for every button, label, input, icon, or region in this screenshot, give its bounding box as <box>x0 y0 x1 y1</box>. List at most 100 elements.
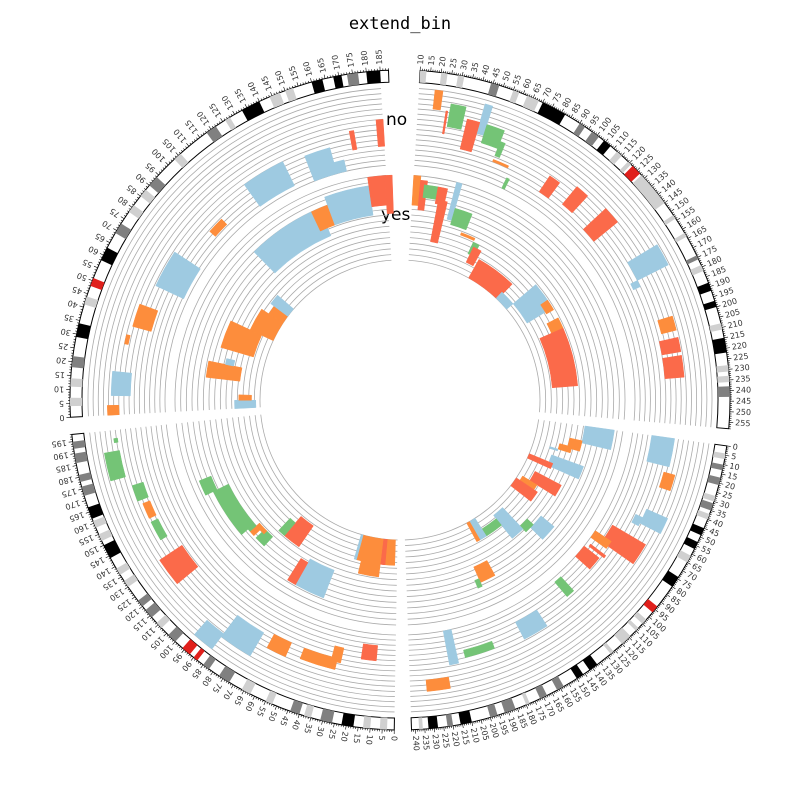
cytoband <box>676 550 691 563</box>
tick <box>678 222 681 225</box>
tick <box>305 81 307 84</box>
tick <box>624 641 627 644</box>
tick <box>542 98 545 103</box>
segment-orange <box>466 521 481 543</box>
grid-line <box>175 423 397 626</box>
grid-line <box>192 421 397 609</box>
tick <box>284 709 286 712</box>
tick-label: 25 <box>57 341 68 351</box>
grid-line <box>198 421 397 603</box>
tick <box>155 624 159 628</box>
tick <box>351 69 353 74</box>
tick <box>83 298 86 300</box>
tick <box>715 301 718 304</box>
cytoband <box>683 537 698 550</box>
grid-line <box>406 424 573 575</box>
tick-label: 35 <box>715 508 728 520</box>
segment-blue <box>243 161 295 207</box>
segment-orange <box>657 315 677 335</box>
segment-blue <box>515 609 548 640</box>
tick <box>151 619 154 621</box>
cytoband <box>712 337 727 355</box>
tick <box>509 710 512 714</box>
tick <box>631 634 634 637</box>
tick <box>163 633 167 637</box>
tick <box>629 159 633 164</box>
tick-label: 235 <box>421 735 431 751</box>
segment-blue <box>631 513 644 527</box>
tick <box>692 552 695 554</box>
tick <box>92 525 95 527</box>
tick <box>633 165 636 168</box>
tick <box>697 541 700 544</box>
tick <box>566 113 569 116</box>
tick-label: 225 <box>440 732 451 748</box>
tick <box>595 665 598 668</box>
tick <box>612 145 614 148</box>
tick <box>486 718 488 721</box>
cytoband <box>81 483 96 496</box>
grid-line <box>248 248 391 408</box>
tick <box>244 104 248 108</box>
tick <box>680 224 683 226</box>
tick-label: 220 <box>731 340 748 351</box>
tick <box>674 215 677 217</box>
tick-label: 0 <box>59 413 65 422</box>
grid-line <box>187 422 397 615</box>
tick <box>296 82 299 87</box>
tick <box>683 568 686 571</box>
tick <box>604 658 607 661</box>
grid-line <box>406 425 584 586</box>
tick <box>197 661 200 664</box>
tick <box>214 124 216 127</box>
segment-green <box>212 483 255 536</box>
tick <box>690 555 693 557</box>
tick <box>491 716 493 719</box>
tick-label: 140 <box>246 80 261 98</box>
tick <box>555 690 557 693</box>
grid-line <box>407 428 601 603</box>
tick <box>644 620 647 623</box>
tick <box>291 85 294 88</box>
grid-line <box>412 197 603 418</box>
tick <box>708 281 711 283</box>
tick <box>289 86 291 89</box>
tick <box>586 672 588 675</box>
tick <box>79 305 84 308</box>
tick <box>701 533 704 535</box>
tick <box>637 629 639 631</box>
tick <box>568 114 571 117</box>
tick-label: 215 <box>729 329 746 341</box>
tick <box>181 649 185 653</box>
tick <box>257 97 260 102</box>
tick <box>94 529 97 531</box>
grid-line <box>97 98 382 416</box>
tick <box>189 142 192 145</box>
grid-line <box>118 118 383 415</box>
cytoband <box>69 397 83 407</box>
tick <box>721 473 726 476</box>
tick <box>675 581 678 584</box>
tick-label: 75 <box>108 206 121 219</box>
tick <box>103 549 106 551</box>
grid-line <box>415 149 651 422</box>
tick <box>614 650 618 654</box>
tick <box>482 719 484 722</box>
tick <box>104 248 107 251</box>
tick-label: 35 <box>302 722 313 734</box>
tick-label: 20 <box>724 480 736 491</box>
tick <box>603 659 605 662</box>
tick <box>617 647 620 650</box>
tick <box>205 667 208 670</box>
tick <box>718 486 721 488</box>
tick-label: 15 <box>427 55 437 66</box>
tick-label: 90 <box>134 171 148 184</box>
tick <box>490 717 492 722</box>
cytoband <box>663 214 676 226</box>
tick <box>493 716 495 719</box>
grid-line <box>109 430 395 692</box>
tick <box>357 727 359 732</box>
tick <box>499 714 501 719</box>
tick-label: 130 <box>220 94 235 112</box>
tick <box>497 82 499 85</box>
